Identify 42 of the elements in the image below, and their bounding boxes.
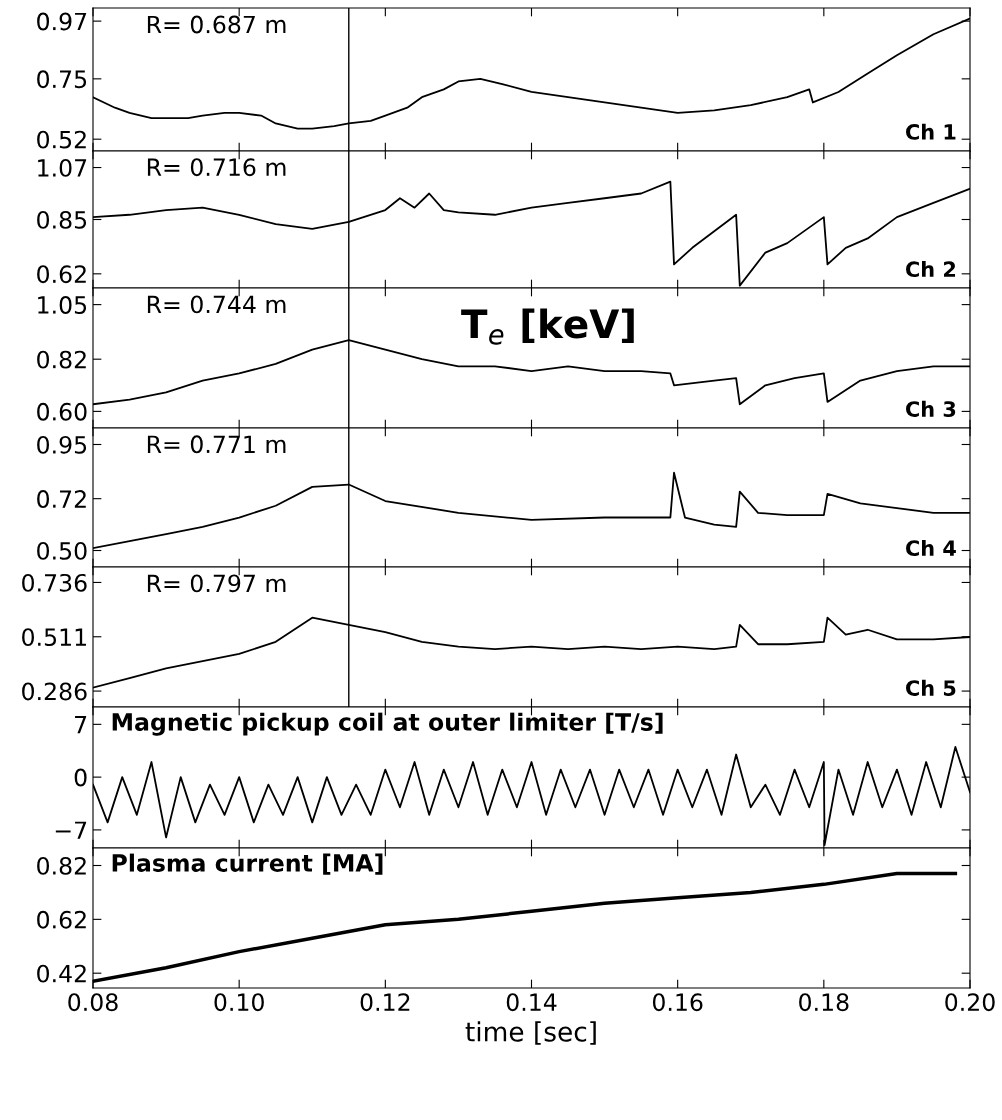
annotation: Ch 3 — [906, 400, 956, 417]
y-tick-label: 0.52 — [37, 130, 86, 149]
y-tick-label: −7 — [55, 821, 87, 839]
x-tick-label: 0.20 — [945, 993, 995, 1012]
annotation: Ch 2 — [906, 260, 956, 278]
x-tick-label: 0.08 — [68, 993, 118, 1012]
annotation: Ch 5 — [906, 679, 956, 696]
y-tick-label: 0.82 — [37, 856, 86, 875]
y-tick-label: 0 — [74, 768, 87, 787]
x-axis-title: time [sec] — [465, 1021, 596, 1045]
x-tick-label: 0.10 — [214, 993, 264, 1012]
annotation: R= 0.744 m — [147, 295, 286, 314]
y-tick-label: 1.05 — [38, 296, 87, 314]
y-tick-label: 0.75 — [37, 70, 87, 89]
x-tick-label: 0.18 — [799, 993, 849, 1012]
x-tick-label: 0.12 — [360, 993, 410, 1012]
y-tick-label: 0.72 — [37, 490, 86, 508]
annotation: R= 0.797 m — [147, 574, 286, 593]
chart-title: Magnetic pickup coil at outer limiter [T/s] — [112, 712, 663, 736]
y-tick-label: 0.62 — [37, 265, 86, 284]
y-tick-label: 0.511 — [22, 628, 86, 647]
y-tick-label: 0.62 — [37, 910, 86, 929]
y-tick-label: 7 — [75, 716, 87, 734]
annotation: T$_{e}$ [keV] — [461, 308, 634, 345]
y-tick-label: 0.82 — [37, 350, 86, 369]
x-tick-label: 0.16 — [652, 993, 703, 1012]
y-tick-label: 0.97 — [37, 12, 87, 31]
annotation: R= 0.687 m — [147, 15, 286, 34]
annotation: R= 0.771 m — [147, 435, 286, 454]
y-tick-label: 0.85 — [37, 210, 87, 229]
y-tick-label: 0.286 — [22, 682, 87, 701]
y-tick-label: 1.07 — [38, 158, 87, 177]
x-tick-label: 0.14 — [506, 993, 557, 1012]
y-tick-label: 0.42 — [37, 964, 86, 983]
chart-title: Plasma current [MA] — [112, 853, 383, 875]
annotation: Ch 4 — [906, 539, 956, 557]
annotation: R= 0.716 m — [147, 158, 286, 177]
y-tick-label: 0.736 — [22, 573, 87, 592]
y-tick-label: 0.60 — [37, 402, 87, 421]
y-tick-label: 0.50 — [37, 541, 87, 560]
annotation: Ch 1 — [906, 123, 956, 140]
y-tick-label: 0.95 — [37, 435, 87, 454]
